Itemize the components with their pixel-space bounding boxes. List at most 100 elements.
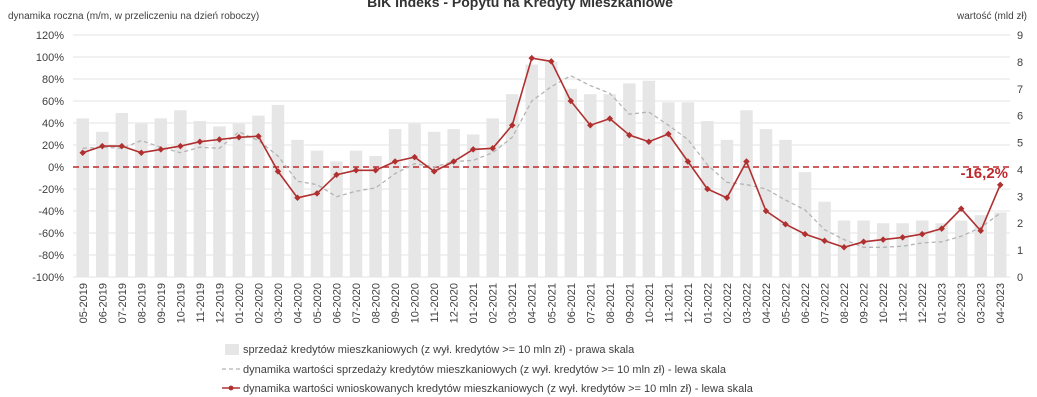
right-tick-label: 8 bbox=[1017, 57, 1023, 69]
bar bbox=[76, 118, 90, 277]
left-tick-label: 0% bbox=[48, 162, 64, 174]
bar bbox=[115, 112, 129, 277]
data-point bbox=[860, 238, 867, 246]
right-tick-label: 2 bbox=[1017, 218, 1023, 230]
data-point bbox=[489, 145, 496, 152]
right-tick-label: 9 bbox=[1017, 30, 1023, 42]
bar bbox=[584, 94, 597, 278]
left-tick-label: 40% bbox=[42, 118, 64, 130]
bar bbox=[369, 156, 382, 277]
x-tick-label: 01-2022 bbox=[702, 283, 714, 323]
bar bbox=[993, 212, 1007, 277]
dashed-line bbox=[82, 74, 1001, 248]
x-tick-label: 11-2020 bbox=[429, 283, 441, 323]
x-tick-label: 03-2023 bbox=[976, 283, 988, 323]
data-point bbox=[801, 230, 809, 238]
data-point bbox=[352, 167, 360, 174]
x-tick-label: 08-2020 bbox=[371, 283, 383, 323]
right-tick-label: 7 bbox=[1017, 84, 1023, 96]
bar bbox=[954, 220, 968, 277]
bar bbox=[310, 150, 324, 277]
x-tick-label: 10-2019 bbox=[175, 283, 187, 323]
data-point bbox=[391, 158, 399, 165]
bar bbox=[330, 161, 343, 277]
bar bbox=[232, 123, 246, 277]
data-point bbox=[684, 158, 692, 165]
bar bbox=[759, 129, 773, 277]
bar bbox=[564, 88, 578, 278]
legend: sprzedaż kredytów mieszkaniowych (z wył.… bbox=[222, 344, 754, 395]
bar bbox=[447, 129, 460, 277]
right-tick-label: 6 bbox=[1017, 111, 1023, 123]
data-point bbox=[743, 158, 750, 165]
bar bbox=[545, 61, 558, 278]
bar bbox=[935, 223, 948, 277]
data-point bbox=[79, 149, 87, 156]
x-axis: 05-2019 06-2019 07-2019 08-2019 09-2019 10-20… bbox=[78, 283, 1007, 323]
data-point bbox=[645, 138, 653, 145]
x-tick-label: 02-2023 bbox=[956, 283, 968, 323]
bar bbox=[174, 110, 187, 278]
x-tick-label: 10-2020 bbox=[410, 283, 422, 323]
data-point bbox=[372, 167, 379, 174]
bar bbox=[213, 126, 226, 277]
data-point bbox=[977, 227, 984, 235]
legend-label-red: dynamika wartości wnioskowanych kredytów… bbox=[243, 383, 754, 395]
right-axis-title: wartość (mld zł) bbox=[956, 11, 1027, 22]
x-tick-label: 12-2019 bbox=[214, 283, 226, 323]
bar bbox=[96, 131, 109, 277]
bar bbox=[388, 129, 402, 277]
data-point bbox=[216, 136, 223, 143]
x-tick-label: 08-2019 bbox=[136, 283, 148, 323]
x-tick-label: 05-2022 bbox=[781, 283, 793, 323]
data-point bbox=[333, 171, 340, 178]
x-tick-label: 02-2022 bbox=[722, 283, 734, 323]
x-tick-label: 06-2022 bbox=[800, 283, 812, 323]
x-tick-label: 09-2020 bbox=[390, 283, 402, 323]
bar bbox=[896, 223, 909, 277]
x-tick-label: 04-2023 bbox=[995, 283, 1007, 323]
data-point bbox=[938, 225, 945, 232]
left-tick-label: 80% bbox=[42, 74, 64, 86]
x-tick-label: 11-2021 bbox=[663, 283, 675, 323]
data-point bbox=[99, 142, 106, 150]
bar bbox=[466, 134, 480, 277]
data-point bbox=[469, 146, 477, 153]
data-point bbox=[587, 121, 594, 129]
x-tick-label: 02-2021 bbox=[488, 283, 500, 323]
bar bbox=[252, 115, 265, 278]
bar bbox=[623, 83, 636, 278]
right-tick-label: 0 bbox=[1017, 272, 1023, 284]
x-tick-label: 05-2020 bbox=[312, 283, 324, 323]
left-tick-label: -80% bbox=[38, 250, 64, 262]
data-point bbox=[996, 181, 1004, 189]
data-point bbox=[313, 190, 321, 197]
data-point bbox=[157, 146, 165, 153]
x-tick-label: 05-2021 bbox=[546, 283, 558, 323]
red-line-series bbox=[79, 54, 1004, 251]
left-tick-label: 120% bbox=[36, 30, 64, 42]
bar bbox=[798, 172, 812, 277]
x-tick-label: 06-2021 bbox=[566, 283, 578, 323]
data-point bbox=[508, 121, 516, 129]
bar bbox=[427, 131, 441, 277]
data-point bbox=[528, 54, 535, 62]
bar bbox=[720, 139, 734, 277]
bar bbox=[154, 118, 168, 277]
bar bbox=[408, 123, 421, 277]
bar bbox=[740, 110, 753, 278]
x-tick-label: 12-2021 bbox=[683, 283, 695, 323]
x-tick-label: 04-2021 bbox=[527, 283, 539, 323]
x-tick-label: 08-2022 bbox=[839, 283, 851, 323]
left-tick-label: 60% bbox=[42, 96, 64, 108]
legend-label-bars: sprzedaż kredytów mieszkaniowych (z wył.… bbox=[243, 344, 635, 356]
right-axis: 0 1 2 3 4 5 6 7 8 9 bbox=[1017, 30, 1023, 284]
x-tick-label: 07-2021 bbox=[585, 283, 597, 323]
data-point bbox=[235, 134, 243, 141]
x-tick-label: 11-2022 bbox=[898, 283, 910, 323]
right-tick-label: 1 bbox=[1017, 245, 1023, 257]
bar bbox=[779, 139, 792, 277]
gridlines bbox=[73, 34, 1010, 278]
bar bbox=[271, 104, 285, 278]
legend-swatch-bars bbox=[225, 344, 239, 355]
